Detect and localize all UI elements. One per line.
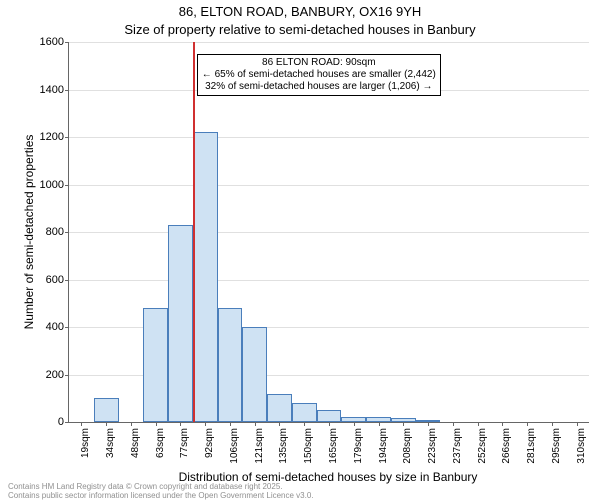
gridline — [69, 185, 589, 186]
ytick-mark — [65, 90, 69, 91]
xtick-mark — [379, 422, 380, 426]
chart-title-line2: Size of property relative to semi-detach… — [0, 22, 600, 37]
xtick-label: 106sqm — [229, 428, 240, 478]
xtick-label: 77sqm — [179, 428, 190, 478]
xtick-label: 19sqm — [80, 428, 91, 478]
ytick-label: 1400 — [8, 84, 64, 96]
xtick-label: 266sqm — [501, 428, 512, 478]
annotation-line2: ← 65% of semi-detached houses are smalle… — [202, 69, 436, 81]
plot-area: 86 ELTON ROAD: 90sqm← 65% of semi-detach… — [68, 42, 589, 423]
xtick-mark — [131, 422, 132, 426]
ytick-mark — [65, 232, 69, 233]
xtick-mark — [453, 422, 454, 426]
xtick-mark — [205, 422, 206, 426]
attribution-line2: Contains public sector information licen… — [8, 491, 314, 500]
xtick-mark — [329, 422, 330, 426]
xtick-mark — [502, 422, 503, 426]
xtick-mark — [180, 422, 181, 426]
chart-title-line1: 86, ELTON ROAD, BANBURY, OX16 9YH — [0, 4, 600, 19]
property-size-histogram: 86, ELTON ROAD, BANBURY, OX16 9YH Size o… — [0, 0, 600, 500]
ytick-mark — [65, 422, 69, 423]
xtick-label: 48sqm — [130, 428, 141, 478]
ytick-label: 200 — [8, 369, 64, 381]
xtick-label: 310sqm — [576, 428, 587, 478]
xtick-label: 237sqm — [452, 428, 463, 478]
xtick-label: 295sqm — [551, 428, 562, 478]
xtick-label: 165sqm — [328, 428, 339, 478]
xtick-mark — [279, 422, 280, 426]
histogram-bar — [267, 394, 292, 423]
gridline — [69, 137, 589, 138]
histogram-bar — [218, 308, 243, 422]
xtick-label: 194sqm — [378, 428, 389, 478]
xtick-mark — [577, 422, 578, 426]
attribution-text: Contains HM Land Registry data © Crown c… — [8, 482, 314, 500]
histogram-bar — [168, 225, 193, 422]
xtick-mark — [304, 422, 305, 426]
ytick-mark — [65, 327, 69, 328]
annotation-box: 86 ELTON ROAD: 90sqm← 65% of semi-detach… — [197, 54, 441, 96]
ytick-label: 1600 — [8, 36, 64, 48]
ytick-mark — [65, 280, 69, 281]
ytick-label: 600 — [8, 274, 64, 286]
ytick-mark — [65, 375, 69, 376]
xtick-mark — [428, 422, 429, 426]
xtick-label: 150sqm — [303, 428, 314, 478]
ytick-label: 0 — [8, 416, 64, 428]
gridline — [69, 42, 589, 43]
xtick-label: 208sqm — [402, 428, 413, 478]
xtick-label: 34sqm — [105, 428, 116, 478]
ytick-label: 1200 — [8, 131, 64, 143]
annotation-line3: 32% of semi-detached houses are larger (… — [202, 81, 436, 93]
xtick-label: 121sqm — [254, 428, 265, 478]
xtick-label: 92sqm — [204, 428, 215, 478]
reference-line — [193, 42, 195, 422]
ytick-mark — [65, 185, 69, 186]
annotation-line1: 86 ELTON ROAD: 90sqm — [202, 57, 436, 69]
xtick-mark — [255, 422, 256, 426]
xtick-mark — [478, 422, 479, 426]
ytick-mark — [65, 137, 69, 138]
xtick-mark — [81, 422, 82, 426]
xtick-label: 281sqm — [526, 428, 537, 478]
xtick-mark — [552, 422, 553, 426]
xtick-mark — [230, 422, 231, 426]
ytick-label: 1000 — [8, 179, 64, 191]
attribution-line1: Contains HM Land Registry data © Crown c… — [8, 482, 283, 491]
xtick-mark — [156, 422, 157, 426]
gridline — [69, 232, 589, 233]
xtick-mark — [403, 422, 404, 426]
gridline — [69, 280, 589, 281]
xtick-label: 179sqm — [353, 428, 364, 478]
histogram-bar — [143, 308, 168, 422]
histogram-bar — [242, 327, 267, 422]
histogram-bar — [317, 410, 342, 422]
xtick-mark — [354, 422, 355, 426]
xtick-label: 135sqm — [278, 428, 289, 478]
ytick-label: 800 — [8, 226, 64, 238]
xtick-mark — [106, 422, 107, 426]
ytick-label: 400 — [8, 321, 64, 333]
histogram-bar — [193, 132, 218, 422]
histogram-bar — [94, 398, 119, 422]
ytick-mark — [65, 42, 69, 43]
xtick-mark — [527, 422, 528, 426]
xtick-label: 252sqm — [477, 428, 488, 478]
xtick-label: 223sqm — [427, 428, 438, 478]
xtick-label: 63sqm — [155, 428, 166, 478]
histogram-bar — [292, 403, 317, 422]
